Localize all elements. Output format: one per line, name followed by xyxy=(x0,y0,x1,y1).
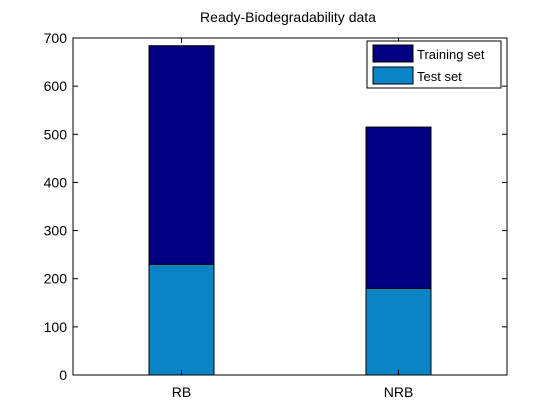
plot-frame xyxy=(72,37,508,376)
x-tick-label: NRB xyxy=(384,384,414,400)
legend-label: Training set xyxy=(417,47,485,62)
bars-layer xyxy=(148,45,432,376)
y-tick-label: 400 xyxy=(44,174,68,190)
legend: Training set Test set xyxy=(366,40,502,89)
y-tick-label: 300 xyxy=(44,223,68,239)
y-tick-label: 500 xyxy=(44,126,68,142)
legend-label: Test set xyxy=(417,69,462,84)
y-tick-label: 600 xyxy=(44,78,68,94)
legend-swatch xyxy=(372,66,414,85)
axes-layer: 0 100 200 300 400 500 600 700 RB NRB xyxy=(44,30,508,400)
y-tick-label: 100 xyxy=(44,319,68,335)
bar-nrb-training-set xyxy=(365,126,432,289)
legend-swatch xyxy=(372,44,414,63)
y-tick-label: 700 xyxy=(44,30,68,46)
bar-rb-training-set xyxy=(148,45,215,265)
bar-rb-test-set xyxy=(148,263,215,376)
chart-title: Ready-Biodegradability data xyxy=(200,9,376,25)
bar-nrb-test-set xyxy=(365,287,432,376)
y-tick-label: 200 xyxy=(44,271,68,287)
x-tick-label: RB xyxy=(172,384,191,400)
y-tick-label: 0 xyxy=(59,367,67,383)
